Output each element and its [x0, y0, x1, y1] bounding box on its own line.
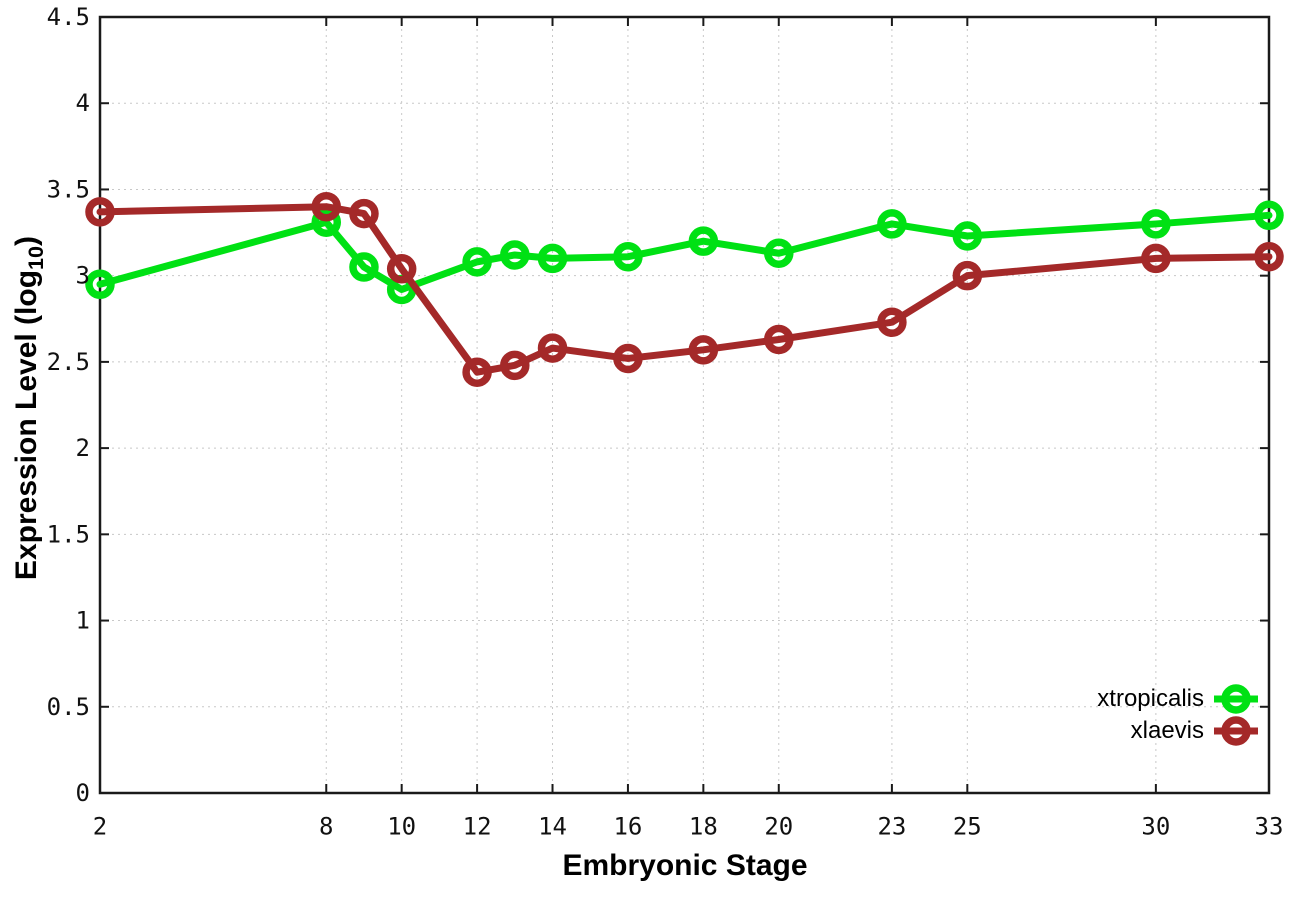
data-point-xtropicalis: [349, 252, 379, 282]
data-point-xlaevis: [688, 335, 719, 365]
x-tick-label: 20: [764, 813, 793, 841]
data-point-xtropicalis: [1254, 200, 1284, 231]
y-tick-label: 0.5: [47, 693, 90, 721]
y-axis-title-close: ): [10, 235, 43, 246]
data-point-xlaevis: [386, 254, 417, 284]
x-axis-title: Embryonic Stage: [562, 849, 808, 882]
data-point-xtropicalis: [764, 238, 794, 268]
data-point-xlaevis: [537, 333, 568, 363]
data-point-xtropicalis: [311, 207, 342, 237]
data-point-xlaevis: [613, 343, 643, 374]
legend-label-xtropicalis: xtropicalis: [1097, 685, 1204, 712]
plot-border: [98, 15, 1271, 795]
x-tick-label: 25: [953, 813, 982, 841]
data-point-xtropicalis: [537, 243, 568, 274]
y-tick-label: 3: [76, 262, 90, 290]
x-tick-label: 12: [463, 813, 492, 841]
data-point-xtropicalis: [1141, 209, 1171, 239]
data-point-xtropicalis: [613, 241, 643, 272]
y-axis-title-subscript: 10: [23, 245, 48, 270]
y-tick-label: 4: [76, 89, 90, 117]
data-point-xlaevis: [349, 198, 379, 229]
x-tick-label: 33: [1255, 813, 1284, 841]
y-tick-label: 3.5: [47, 175, 90, 203]
x-tick-label: 23: [877, 813, 906, 841]
y-tick-label: 1.5: [47, 520, 90, 548]
series-line-xtropicalis: [96, 211, 1273, 293]
x-tick-label: 2: [93, 813, 107, 841]
data-point-xlaevis: [1254, 241, 1284, 272]
data-point-xtropicalis: [877, 209, 907, 239]
legend-item-xlaevis: xlaevis: [1131, 715, 1260, 747]
data-point-xtropicalis: [85, 269, 115, 300]
y-axis-title: Expression Level (log10): [7, 158, 48, 658]
x-tick-label: 16: [613, 813, 642, 841]
x-tick-label: 14: [538, 813, 567, 841]
data-point-xlaevis: [1141, 243, 1171, 274]
y-axis-title-text: Expression Level (log: [10, 269, 43, 581]
x-tick-label: 8: [319, 813, 333, 841]
y-tick-label: 0: [76, 779, 90, 807]
y-tick-label: 2.5: [47, 348, 90, 376]
data-point-xlaevis: [877, 307, 907, 337]
legend: xtropicalis xlaevis: [1097, 683, 1260, 747]
series-sample-icon: [1214, 684, 1258, 714]
data-point-xlaevis: [500, 350, 530, 381]
data-point-xtropicalis: [500, 240, 530, 270]
x-tick-label: 30: [1141, 813, 1170, 841]
data-point-xlaevis: [311, 191, 342, 222]
data-point-xlaevis: [85, 197, 115, 227]
data-point-xtropicalis: [688, 226, 719, 256]
series-sample-icon: [1214, 716, 1258, 746]
legend-item-xtropicalis: xtropicalis: [1097, 683, 1260, 715]
y-tick-label: 4.5: [47, 3, 90, 31]
legend-label-xlaevis: xlaevis: [1130, 717, 1204, 744]
data-point-xtropicalis: [462, 247, 492, 277]
x-tick-label: 18: [689, 813, 718, 841]
series-line-xlaevis: [96, 203, 1273, 376]
x-tick-label: 10: [387, 813, 416, 841]
data-point-xtropicalis: [952, 221, 983, 251]
y-tick-label: 2: [76, 434, 90, 462]
y-tick-label: 1: [76, 607, 90, 635]
data-point-xlaevis: [952, 260, 983, 291]
data-point-xlaevis: [764, 324, 794, 355]
data-point-xlaevis: [462, 357, 492, 387]
